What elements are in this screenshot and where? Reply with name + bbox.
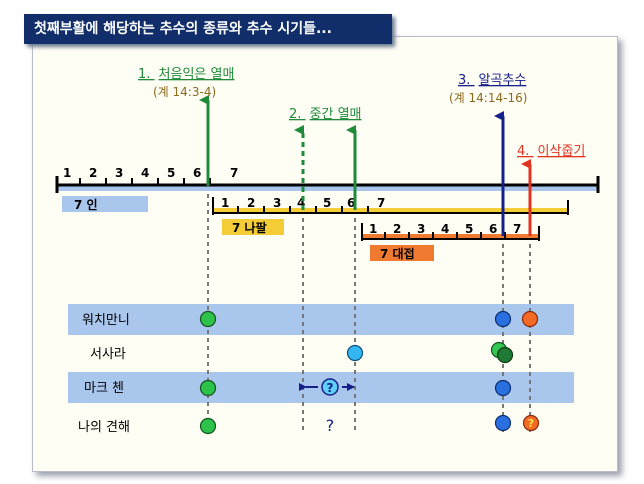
bowl-tick-4: 4: [441, 222, 449, 236]
trumpet-tick-2: 2: [247, 196, 255, 210]
row2-middle-dot: [346, 344, 364, 362]
row3-question-dot: [321, 378, 339, 396]
seal-tick-2: 2: [89, 166, 97, 180]
row-band-1: [68, 304, 574, 335]
row-label-mark-chen: 마크 첸: [84, 381, 124, 396]
trumpet-tick-4: 4: [297, 196, 305, 210]
trumpet-tick-1: 1: [221, 196, 229, 210]
timeline-trumpets: 1 2 3 4 5 6 7 7 나팔: [212, 196, 569, 235]
event-3-number: 3.: [458, 73, 470, 88]
event-1-number: 1.: [138, 67, 150, 82]
row4-gleaning-dot: [522, 414, 540, 432]
event-3-name: 알곡추수: [479, 73, 527, 88]
bowl-tick-7: 7: [513, 222, 521, 236]
row4-harvest-dot: [494, 414, 512, 432]
timeline-bowls: 1 2 3 4 5 6 7 7 대접: [361, 222, 540, 261]
trumpet-tick-6: 6: [347, 196, 355, 210]
row-band-3: [68, 372, 574, 403]
bowl-tick-5: 5: [465, 222, 473, 236]
event-4-title: 4. 이삭줍기: [517, 144, 585, 159]
event-3-title: 3. 알곡추수: [458, 73, 526, 88]
row1-firstfruits-dot: [199, 310, 217, 328]
event-2-number: 2.: [289, 107, 301, 122]
row4-question-mark: ?: [326, 416, 335, 435]
seals-label: 7 인: [74, 197, 98, 212]
trumpet-tick-3: 3: [273, 196, 281, 210]
trumpet-tick-5: 5: [323, 196, 331, 210]
row4-firstfruits-dot: [199, 417, 217, 435]
bowl-tick-6: 6: [489, 222, 497, 236]
seal-tick-4: 4: [141, 166, 149, 180]
row-label-my-view: 나의 견해: [78, 420, 130, 435]
page-title: 첫째부활에 해당하는 추수의 종류와 추수 시기들...: [24, 14, 392, 44]
row-labels: 워치만니 서사라 마크 첸 나의 견해: [78, 313, 130, 435]
row2-harvest-dot-front: [496, 346, 514, 364]
bowl-tick-1: 1: [369, 222, 377, 236]
row-label-watchman-nee: 워치만니: [82, 313, 130, 328]
bowl-tick-3: 3: [417, 222, 425, 236]
event-4-name: 이삭줍기: [538, 144, 586, 159]
seal-tick-7: 7: [230, 166, 238, 180]
trumpet-tick-7: 7: [377, 196, 385, 210]
seal-tick-1: 1: [63, 166, 71, 180]
event-2-title: 2. 중간 열매: [289, 107, 362, 122]
row3-harvest-dot: [494, 379, 512, 397]
event-labels: 1. 처음익은 열매 (계 14:3-4) 2. 중간 열매 3. 알곡추수 (…: [138, 67, 585, 159]
timeline-seals: 1 2 3 4 5 6 7 7 인: [55, 166, 600, 212]
event-1-ref: (계 14:3-4): [153, 85, 216, 99]
row4-gleaning-question: ?: [528, 417, 534, 430]
bowl-tick-2: 2: [393, 222, 401, 236]
seal-tick-5: 5: [167, 166, 175, 180]
seal-tick-3: 3: [115, 166, 123, 180]
bowls-label: 7 대접: [380, 247, 415, 261]
event-1-title: 1. 처음익은 열매: [138, 67, 234, 82]
row1-harvest-dot: [494, 310, 512, 328]
row1-gleaning-dot: [521, 310, 539, 328]
seal-tick-6: 6: [193, 166, 201, 180]
event-2-name: 중간 열매: [310, 107, 362, 122]
row3-question-mark: ?: [327, 381, 334, 395]
trumpets-label: 7 나팔: [232, 220, 267, 235]
row3-firstfruits-dot: [199, 379, 217, 397]
event-3-ref: (계 14:14-16): [449, 91, 527, 105]
event-1-name: 처음익은 열매: [159, 67, 235, 82]
row-label-seo-sara: 서사라: [90, 347, 126, 362]
event-4-number: 4.: [517, 144, 529, 159]
